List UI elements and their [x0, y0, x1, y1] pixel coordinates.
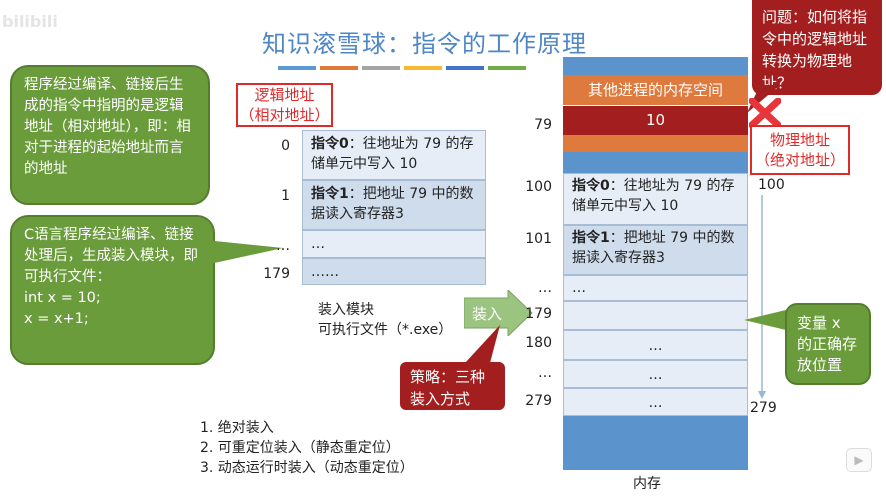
module-caption: 装入模块 可执行文件（*.exe）: [318, 300, 452, 340]
address-label: …: [276, 238, 290, 254]
memory-cell-79: 10: [563, 106, 748, 135]
callout-tail: [744, 309, 790, 331]
callout-text: C语言程序经过编译、链接处理后，生成装入模块，即可执行文件：: [24, 227, 198, 285]
instruction-name: 指令1: [311, 186, 349, 202]
cross-icon: [749, 98, 781, 128]
row-text: …: [648, 367, 663, 383]
physical-end-address: 279: [750, 400, 777, 416]
load-arrow: [464, 290, 533, 336]
color-bar: [278, 66, 316, 70]
variable-x-callout: 变量 x 的正确存放位置: [785, 303, 871, 385]
memory-row: …: [302, 230, 486, 258]
range-arrow: [758, 195, 766, 399]
memory-row: …: [563, 388, 748, 416]
color-bar: [362, 66, 400, 70]
memory-block: [563, 416, 748, 470]
label-line: 物理地址: [769, 131, 830, 149]
memory-block: [563, 57, 748, 75]
memory-row: 指令0：往地址为 79 的存储单元中写入 10: [563, 173, 748, 225]
load-arrow-label: 装入: [472, 305, 503, 323]
question-callout: 问题：如何将指令中的逻辑地址转换为物理地址？: [752, 0, 882, 95]
instruction-name: 指令0: [572, 178, 610, 194]
address-label: 1: [281, 188, 290, 204]
memory-row: …: [563, 330, 748, 360]
caption-line: 可执行文件（*.exe）: [318, 322, 453, 338]
instruction-name: 指令1: [572, 230, 610, 246]
memory-block: [563, 152, 748, 173]
color-bar: [446, 66, 484, 70]
address-label: 79: [534, 117, 552, 133]
physical-address-label: 物理地址 （绝对地址）: [750, 125, 850, 175]
other-process-memory: 其他进程的内存空间: [563, 75, 748, 105]
callout-logical-address: 程序经过编译、链接后生成的指令中指明的是逻辑地址（相对地址），即：相对于进程的起…: [10, 65, 210, 205]
color-bar: [488, 66, 526, 70]
watermark: bilibili: [2, 12, 58, 31]
row-text: ：把地址 79 中的数据读入寄存器3: [311, 186, 474, 222]
callout-c-program: C语言程序经过编译、链接处理后，生成装入模块，即可执行文件： int x = 1…: [10, 215, 215, 365]
code-line: int x = 10;: [24, 290, 101, 306]
list-item: 3. 动态运行时装入（动态重定位）: [200, 460, 414, 476]
row-text: ：往地址为 79 的存储单元中写入 10: [311, 136, 474, 172]
callout-tail: [465, 325, 500, 363]
color-bar: [404, 66, 442, 70]
memory-row: 指令1：把地址 79 中的数据读入寄存器3: [302, 180, 486, 230]
row-text: …: [648, 395, 663, 411]
load-methods-list: 1. 绝对装入 2. 可重定位装入（静态重定位） 3. 动态运行时装入（动态重定…: [200, 418, 414, 478]
address-label: 180: [525, 335, 552, 351]
address-label: 0: [281, 138, 290, 154]
row-text: ：把地址 79 中的数据读入寄存器3: [572, 230, 735, 266]
address-label: 100: [525, 179, 552, 195]
other-process-memory: [563, 135, 748, 152]
logical-address-label: 逻辑地址 （相对地址）: [236, 83, 333, 127]
address-label: 179: [525, 306, 552, 322]
slide-title: 知识滚雪球：指令的工作原理: [262, 30, 587, 58]
play-icon[interactable]: ▶: [846, 448, 872, 472]
callout-tail: [205, 240, 283, 265]
row-text: ……: [311, 264, 339, 280]
memory-row: …: [563, 360, 748, 388]
strategy-callout: 策略：三种装入方式: [400, 362, 505, 410]
list-item: 1. 绝对装入: [200, 420, 274, 436]
memory-row: [563, 301, 748, 330]
label-line: 逻辑地址: [254, 86, 315, 104]
row-text: …: [572, 280, 586, 296]
instruction-name: 指令0: [311, 136, 349, 152]
memory-row: 指令1：把地址 79 中的数据读入寄存器3: [563, 225, 748, 275]
memory-row: …: [563, 275, 748, 301]
address-label: …: [538, 365, 552, 381]
memory-caption: 内存: [633, 476, 661, 492]
physical-start-address: 100: [758, 177, 785, 193]
row-text: …: [648, 338, 663, 354]
address-label: 179: [263, 266, 290, 282]
label-line: （相对地址）: [239, 106, 330, 124]
memory-row: 指令0：往地址为 79 的存储单元中写入 10: [302, 130, 486, 180]
memory-row: ……: [302, 258, 486, 285]
color-bar: [320, 66, 358, 70]
address-label: …: [538, 280, 552, 296]
code-line: x = x+1;: [24, 311, 89, 327]
label-line: （绝对地址）: [754, 151, 845, 169]
caption-line: 装入模块: [318, 302, 374, 318]
list-item: 2. 可重定位装入（静态重定位）: [200, 440, 400, 456]
address-label: 279: [525, 393, 552, 409]
row-text: ：往地址为 79 的存储单元中写入 10: [572, 178, 735, 214]
address-label: 101: [525, 231, 552, 247]
row-text: …: [311, 236, 325, 252]
